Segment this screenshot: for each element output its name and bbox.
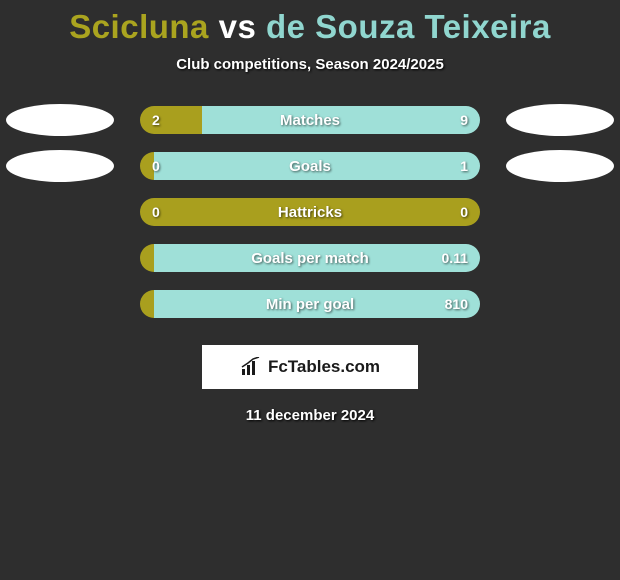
stat-bar: Goals per match0.11 [140,244,480,272]
logo-box: FcTables.com [202,345,418,389]
bar-fill-left [140,290,154,318]
title-right: de Souza Teixeira [266,8,551,45]
stat-row: Goals per match0.11 [0,235,620,281]
bar-fill-left [140,152,154,180]
stat-bar: Goals01 [140,152,480,180]
bar-fill-right [154,152,480,180]
ellipse-left [6,150,114,182]
bar-fill-right [202,106,480,134]
stat-bar: Matches29 [140,106,480,134]
bar-fill-right [154,244,480,272]
bar-chart-icon [240,357,262,377]
stat-bar: Min per goal810 [140,290,480,318]
page-title: Scicluna vs de Souza Teixeira [0,0,620,46]
subtitle: Club competitions, Season 2024/2025 [0,56,620,73]
logo-text: FcTables.com [268,357,380,377]
stat-row: Hattricks00 [0,189,620,235]
stat-row: Matches29 [0,97,620,143]
date-text: 11 december 2024 [0,407,620,424]
stat-row: Min per goal810 [0,281,620,327]
ellipse-right [506,104,614,136]
bar-fill-left [140,244,154,272]
stat-row: Goals01 [0,143,620,189]
comparison-rows: Matches29 Goals01 Hattricks00 Goals per mat… [0,97,620,327]
bar-fill-right [154,290,480,318]
title-vs: vs [209,8,266,45]
bar-fill-left [140,106,202,134]
ellipse-right [506,150,614,182]
ellipse-left [6,104,114,136]
bar-fill-left [140,198,480,226]
title-left: Scicluna [69,8,209,45]
stat-bar: Hattricks00 [140,198,480,226]
